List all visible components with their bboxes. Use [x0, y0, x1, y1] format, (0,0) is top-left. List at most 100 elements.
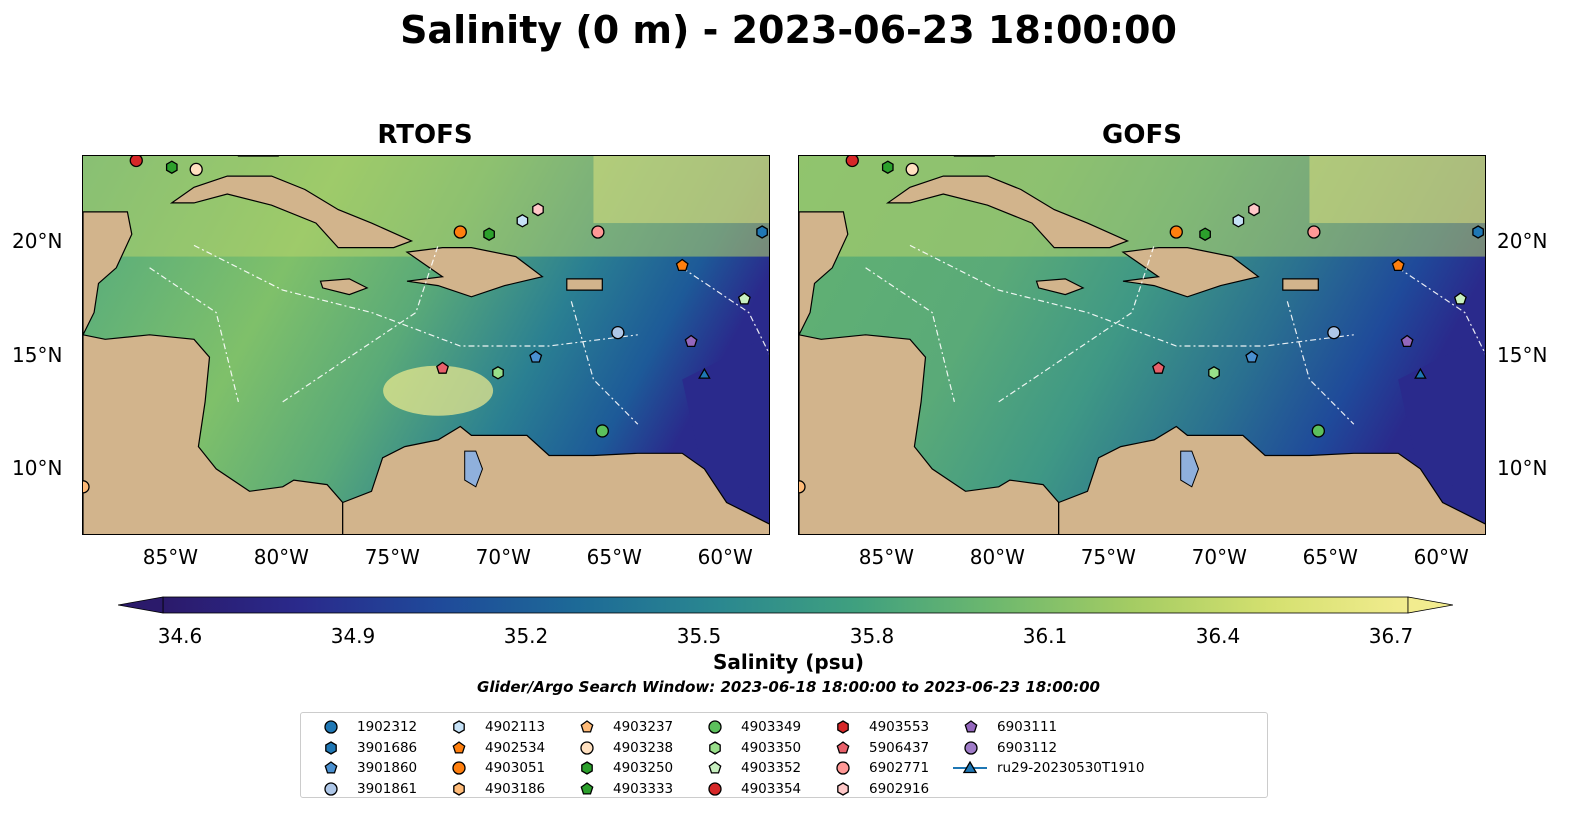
- lon-tick-1-0: 85°W: [858, 545, 914, 569]
- float-marker-9: [1472, 225, 1484, 239]
- float-marker-4: [1199, 227, 1211, 241]
- lat-tick-20n-right: 20°N: [1497, 229, 1548, 253]
- float-marker-14: [1152, 361, 1165, 374]
- lat-tick-10n-left: 10°N: [12, 456, 63, 480]
- lon-tick-1-2: 75°W: [1080, 545, 1136, 569]
- land-cuba: [169, 175, 414, 249]
- legend-marker-triangle-line: [953, 760, 987, 774]
- float-marker-2: [189, 162, 203, 177]
- float-marker-10: [1453, 292, 1467, 305]
- float-marker-8: [675, 258, 689, 272]
- float-marker-6: [1248, 202, 1260, 217]
- float-marker-14: [436, 361, 449, 374]
- legend-marker-hexagon: [837, 781, 849, 796]
- lon-tick-1-4: 65°W: [1302, 545, 1358, 569]
- land-jamaica: [1035, 278, 1085, 296]
- lon-tick-0-4: 65°W: [586, 545, 642, 569]
- legend-marker-pentagon: [708, 761, 722, 774]
- land-hispaniola: [405, 246, 544, 298]
- float-marker-7: [591, 225, 605, 239]
- float-marker-3: [1169, 225, 1183, 239]
- lon-tick-0-2: 75°W: [364, 545, 420, 569]
- land-yucatan: [799, 211, 849, 336]
- lat-tick-15n-left: 15°N: [12, 343, 63, 367]
- float-marker-12: [1400, 334, 1414, 348]
- lat-tick-20n-left: 20°N: [12, 229, 63, 253]
- colorbar-tick-1: 34.9: [330, 624, 376, 648]
- lon-tick-0-1: 80°W: [253, 545, 309, 569]
- legend-marker-pentagon: [452, 740, 466, 754]
- legend-marker-circle: [324, 720, 338, 734]
- colorbar-tick-6: 36.4: [1195, 624, 1241, 648]
- legend-marker-circle: [708, 781, 722, 796]
- lon-tick-0-0: 85°W: [142, 545, 198, 569]
- legend-marker-hexagon: [453, 781, 465, 796]
- float-marker-5: [1232, 214, 1245, 228]
- legend-marker-pentagon: [964, 720, 978, 733]
- land-puertorico: [1282, 278, 1319, 291]
- legend-marker-pentagon: [580, 720, 594, 733]
- float-marker-12: [684, 334, 698, 348]
- legend-marker-hexagon: [453, 720, 465, 734]
- lon-tick-1-3: 70°W: [1191, 545, 1247, 569]
- float-marker-1: [165, 160, 178, 174]
- legend-marker-circle: [580, 740, 594, 755]
- float-marker-13: [1245, 350, 1259, 363]
- float-marker-1: [881, 160, 894, 174]
- float-marker-11: [1327, 325, 1341, 340]
- panel-title-rtofs: RTOFS: [377, 120, 473, 150]
- legend-marker-circle: [708, 720, 722, 734]
- float-marker-18: [83, 480, 90, 494]
- float-marker-15: [1208, 366, 1220, 380]
- lat-tick-10n-right: 10°N: [1497, 456, 1548, 480]
- land-puertorico: [566, 278, 603, 291]
- colorbar-tick-4: 35.8: [849, 624, 895, 648]
- float-marker-0: [129, 156, 143, 168]
- colorbar: [118, 596, 1453, 614]
- float-marker-15: [492, 366, 504, 380]
- gofs-map: [798, 155, 1486, 535]
- legend-marker-hexagon: [837, 720, 849, 734]
- lon-tick-1-5: 60°W: [1413, 545, 1469, 569]
- lon-tick-0-5: 60°W: [697, 545, 753, 569]
- legend-marker-hexagon: [709, 740, 721, 755]
- legend-marker-circle: [836, 761, 850, 775]
- legend: 1902312 3901686 3901860 3901861 4902113 49025…: [300, 712, 1268, 798]
- legend-marker-hexagon: [325, 740, 337, 755]
- legend-marker-hexagon: [581, 761, 593, 775]
- land-jamaica: [319, 278, 369, 296]
- colorbar-tick-7: 36.7: [1368, 624, 1414, 648]
- legend-marker-pentagon: [836, 740, 850, 754]
- colorbar-tick-3: 35.5: [676, 624, 722, 648]
- colorbar-label: Salinity (psu): [712, 650, 864, 674]
- colorbar-tick-0: 34.6: [157, 624, 203, 648]
- float-marker-16: [698, 367, 711, 379]
- salinity-field-0: [83, 156, 769, 534]
- lon-tick-0-3: 70°W: [475, 545, 531, 569]
- land-southAm: [342, 425, 769, 534]
- land-hispaniola: [1121, 246, 1260, 298]
- float-marker-7: [1307, 225, 1321, 239]
- float-marker-17: [1311, 424, 1325, 438]
- rtofs-map: [82, 155, 770, 535]
- land-southAm: [1058, 425, 1485, 534]
- legend-marker-circle: [452, 761, 466, 775]
- colorbar-tick-2: 35.2: [503, 624, 549, 648]
- float-marker-3: [453, 225, 467, 239]
- float-marker-10: [737, 292, 751, 305]
- float-marker-13: [529, 350, 543, 363]
- legend-marker-pentagon: [580, 781, 594, 795]
- float-marker-4: [483, 227, 495, 241]
- float-marker-16: [1414, 367, 1427, 379]
- float-marker-2: [905, 162, 919, 177]
- land-yucatan: [83, 211, 133, 336]
- search-window-text: Glider/Argo Search Window: 2023-06-18 18…: [477, 678, 1100, 696]
- float-marker-0: [845, 156, 859, 168]
- float-marker-8: [1391, 258, 1405, 272]
- colorbar-tick-5: 36.1: [1022, 624, 1068, 648]
- land-cuba: [885, 175, 1130, 249]
- legend-marker-circle: [324, 781, 338, 796]
- float-marker-6: [532, 202, 544, 217]
- float-marker-9: [756, 225, 768, 239]
- float-marker-17: [595, 424, 609, 438]
